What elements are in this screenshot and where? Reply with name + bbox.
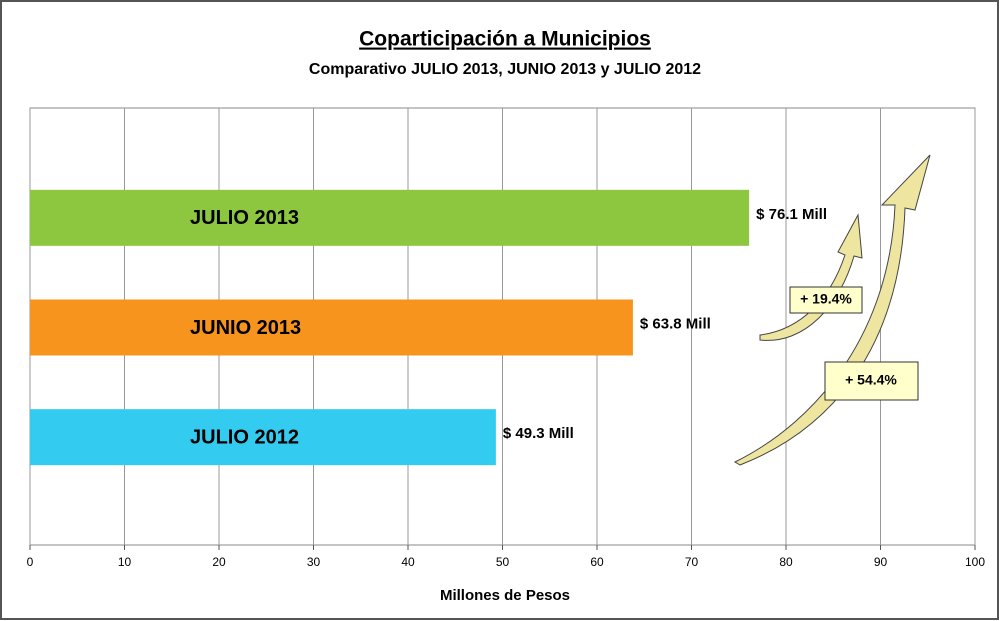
x-tick-label: 40: [401, 555, 415, 569]
x-tick-label: 80: [779, 555, 793, 569]
annotation: + 19.4%: [800, 291, 852, 307]
annotation: + 54.4%: [845, 372, 897, 388]
bar: [30, 299, 633, 356]
x-tick-label: 30: [307, 555, 321, 569]
category-label: JUNIO 2013: [190, 317, 301, 339]
x-tick-label: 90: [874, 555, 888, 569]
value-label: $ 63.8 Mill: [640, 315, 711, 332]
x-tick-label: 0: [27, 555, 34, 569]
category-label: JULIO 2013: [190, 207, 299, 229]
value-label: $ 76.1 Mill: [756, 206, 827, 223]
x-tick-label: 20: [212, 555, 226, 569]
annotation-box: [789, 286, 863, 314]
annotation-box: [824, 361, 919, 401]
plot: 0 10 20 30 40 50 60 70 80 90 100 JULIO 2013 $ 76.1 M…: [27, 108, 985, 569]
x-tick-label: 100: [965, 555, 985, 569]
x-tick-label: 70: [685, 555, 699, 569]
arrow: [759, 213, 863, 341]
x-axis-label: Millones de Pesos: [440, 587, 570, 604]
bar: [30, 409, 496, 466]
bar: [30, 189, 750, 246]
chart-title: Coparticipación a Municipios: [359, 28, 651, 51]
x-tick-label: 10: [118, 555, 132, 569]
x-tick-label: 50: [496, 555, 510, 569]
x-tick-label: 60: [590, 555, 604, 569]
category-label: JULIO 2012: [190, 426, 299, 448]
chart-subtitle: Comparativo JULIO 2013, JUNIO 2013 y JUL…: [309, 61, 701, 78]
value-label: $ 49.3 Mill: [503, 425, 574, 442]
arrow: [733, 154, 931, 466]
